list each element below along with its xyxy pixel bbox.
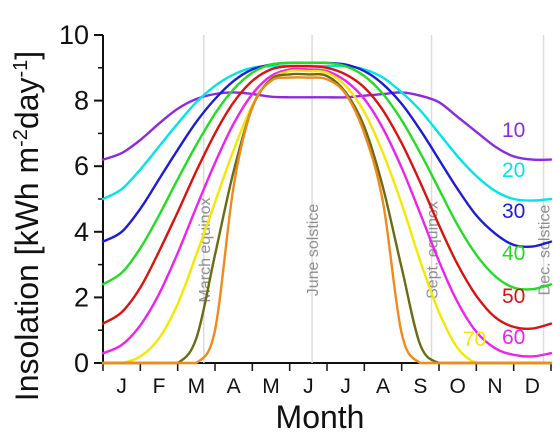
y-tick-label: 0 (74, 348, 89, 378)
x-tick-label: J (340, 375, 351, 398)
y-axis-title: Insolation [kWh m-2day-1] (9, 51, 45, 401)
series-label-30: 30 (502, 200, 525, 223)
x-tick-label: D (525, 375, 540, 398)
x-tick-label: A (227, 375, 241, 398)
x-tick-label: N (487, 375, 502, 398)
series-label-10: 10 (502, 119, 525, 142)
series-label-50: 50 (502, 285, 525, 308)
y-tick-label: 6 (74, 151, 89, 181)
x-tick-label: J (116, 375, 127, 398)
series-line-10 (101, 91, 553, 162)
y-tick-label: 8 (74, 86, 89, 116)
series-label-70: 70 (463, 328, 486, 351)
x-tick-label: S (413, 375, 427, 398)
x-tick-label: F (153, 375, 166, 398)
series-line-50 (101, 64, 553, 331)
series-line-60 (101, 67, 553, 358)
event-label: June solstice (305, 204, 322, 297)
series-line-40 (101, 61, 553, 291)
x-tick-label: M (188, 375, 206, 398)
series-line-extra-8 (101, 76, 553, 365)
y-tick-label: 4 (74, 217, 89, 247)
x-tick-label: A (376, 375, 390, 398)
series-lines (101, 61, 553, 365)
y-tick-label: 10 (59, 20, 89, 50)
series-labels: 10 20 30 40 50 60 70 (463, 119, 525, 351)
event-label: Dec. solstice (537, 205, 553, 296)
series-line-20 (101, 64, 553, 202)
series-label-60: 60 (502, 326, 525, 349)
y-tick-label: 2 (74, 282, 89, 312)
x-tick-label: O (449, 375, 465, 398)
x-tick-label: J (303, 375, 314, 398)
x-axis-title: Month (276, 399, 365, 435)
event-label: Sept. equinox (425, 201, 442, 299)
x-tick-label: M (262, 375, 280, 398)
series-label-20: 20 (502, 159, 525, 182)
series-label-40: 40 (502, 242, 525, 265)
